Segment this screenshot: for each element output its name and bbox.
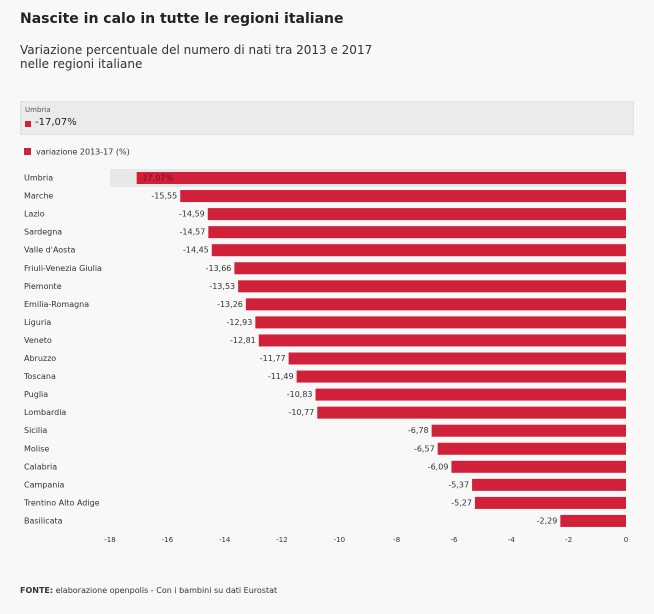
bar [317, 406, 626, 419]
y-tick-label: Trentino Alto Adige [23, 498, 100, 507]
value-label: -6,57 [414, 444, 435, 453]
legend-swatch [24, 148, 31, 155]
bar [208, 226, 626, 239]
value-label: -10,83 [287, 390, 313, 399]
value-label: -14,45 [183, 246, 209, 255]
x-tick-label: -12 [276, 536, 287, 544]
bar [560, 514, 626, 527]
bar [211, 244, 626, 257]
tooltip-value: -17,07% [35, 117, 77, 128]
y-tick-label: Calabria [24, 462, 57, 471]
y-tick-label: Piemonte [24, 282, 62, 291]
bar [437, 442, 626, 455]
y-tick-label: Lombardia [24, 408, 66, 417]
value-label: -13,66 [206, 264, 232, 273]
value-label: -14,57 [180, 228, 206, 237]
footer: FONTE: elaborazione openpolis - Con i ba… [20, 586, 277, 595]
y-tick-label: Basilicata [24, 516, 63, 525]
value-label: -6,09 [428, 462, 449, 471]
tooltip: Umbria -17,07% [20, 101, 634, 135]
y-tick-label: Lazio [24, 210, 45, 219]
x-tick-label: -8 [393, 536, 400, 544]
y-tick-label: Abruzzo [24, 354, 56, 363]
x-tick-label: 0 [624, 536, 628, 544]
bar [315, 388, 626, 401]
value-label: -12,93 [227, 318, 253, 327]
value-label: -12,81 [230, 336, 256, 345]
value-label: -13,26 [217, 300, 243, 309]
y-tick-label: Sicilia [24, 426, 47, 435]
bar [207, 208, 626, 221]
bar [258, 334, 626, 347]
chart-subtitle: Variazione percentuale del numero di nat… [20, 43, 373, 71]
value-label: -2,29 [537, 516, 558, 525]
bar [255, 316, 626, 329]
bar [136, 172, 626, 184]
value-label: -13,53 [209, 282, 235, 291]
source-label: FONTE: [20, 586, 54, 595]
x-tick-label: -10 [334, 536, 345, 544]
y-tick-label: Toscana [23, 372, 56, 381]
chart: variazione 2013-17 (%) Umbria Marche Lazio S… [23, 148, 628, 544]
value-label: -14,59 [179, 210, 205, 219]
value-label: -5,37 [448, 480, 469, 489]
bar [472, 478, 626, 491]
source: elaborazione openpolis - Con i bambini s… [55, 586, 278, 595]
x-tick-label: -4 [508, 536, 516, 544]
y-tick-label: Molise [24, 444, 49, 453]
bar [296, 370, 626, 383]
x-tick-label: -16 [162, 536, 174, 544]
bar [234, 262, 626, 275]
y-tick-label: Liguria [24, 318, 51, 327]
value-label: -17,07% [140, 174, 174, 183]
x-tick-label: -18 [104, 536, 115, 544]
value-label: -11,49 [268, 372, 294, 381]
bar [238, 280, 626, 293]
y-tick-label: Umbria [24, 174, 53, 183]
y-tick-label: Valle d'Aosta [24, 246, 75, 255]
x-tick-label: -6 [451, 536, 459, 544]
legend-label: variazione 2013-17 (%) [36, 148, 130, 157]
value-label: -10,77 [288, 408, 314, 417]
value-label: -15,55 [151, 192, 177, 201]
y-tick-label: Emilia-Romagna [24, 300, 89, 309]
y-tick-label: Sardegna [24, 228, 62, 237]
value-label: -11,77 [260, 354, 286, 363]
y-tick-label: Campania [24, 480, 65, 489]
bar [245, 298, 626, 311]
x-tick-label: -2 [565, 536, 572, 544]
y-tick-label: Puglia [24, 390, 48, 399]
bar [431, 424, 626, 437]
y-tick-label: Friuli-Venezia Giulia [24, 264, 102, 273]
y-tick-label: Veneto [24, 336, 52, 345]
value-label: -5,27 [451, 498, 472, 507]
value-label: -6,78 [408, 426, 429, 435]
bar [451, 460, 626, 473]
bar [288, 352, 626, 365]
tooltip-label: Umbria [25, 106, 51, 114]
x-tick-label: -14 [219, 536, 231, 544]
bar [180, 190, 626, 203]
y-tick-label: Marche [24, 192, 53, 201]
bar [474, 496, 626, 509]
tooltip-swatch [25, 121, 31, 127]
chart-title: Nascite in calo in tutte le regioni ital… [20, 11, 344, 27]
